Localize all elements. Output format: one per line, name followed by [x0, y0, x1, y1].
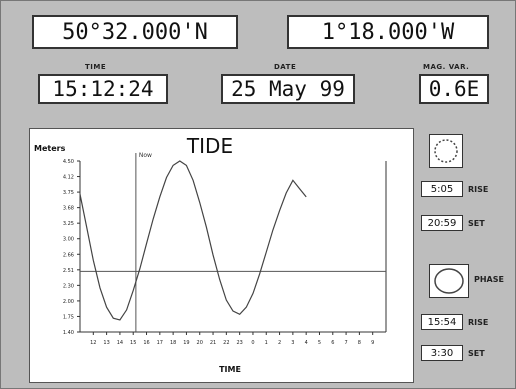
x-tick-label: 1: [265, 340, 268, 346]
moonset-time: 3:30: [421, 345, 463, 361]
magvar-display: 0.6E: [419, 74, 489, 104]
chart-title: TIDE: [186, 134, 233, 158]
now-marker-label: Now: [139, 152, 152, 159]
magvar-label: MAG. VAR.: [423, 63, 470, 71]
x-tick-label: 12: [90, 340, 96, 346]
x-tick-label: 3: [291, 340, 294, 346]
longitude-value: 1°18.000'W: [321, 19, 455, 45]
y-tick-label: 1.75: [63, 314, 74, 320]
sunset-label: SET: [468, 219, 485, 228]
sunrise-label: RISE: [468, 185, 489, 194]
y-axis-label: Meters: [34, 144, 66, 153]
y-tick-label: 2.51: [63, 268, 74, 274]
x-tick-label: 6: [331, 340, 334, 346]
x-tick-label: 2: [278, 340, 281, 346]
full-moon-icon: [434, 268, 464, 294]
tide-chart: TIDE Meters TIME 4.50 4.12 3.75 3.68 3.25 3.0…: [29, 128, 414, 383]
x-tick-label: 19: [183, 340, 189, 346]
x-tick-label: 7: [344, 340, 347, 346]
y-tick-label: 1.40: [63, 330, 74, 336]
tide-chart-svg: TIDE Meters TIME 4.50 4.12 3.75 3.68 3.25 3.0…: [34, 134, 387, 374]
date-value: 25 May 99: [231, 77, 345, 101]
x-tick-label: 22: [223, 340, 229, 346]
y-tick-label: 3.75: [63, 190, 74, 196]
time-display: 15:12:24: [38, 74, 168, 104]
date-display: 25 May 99: [221, 74, 355, 104]
x-tick-label: 15: [130, 340, 136, 346]
x-tick-label: 17: [157, 340, 163, 346]
sunset-time: 20:59: [421, 215, 463, 231]
sunrise-time: 5:05: [421, 181, 463, 197]
x-tick-label: 18: [170, 340, 176, 346]
x-tick-label: 8: [358, 340, 361, 346]
latitude-display: 50°32.000'N: [32, 15, 238, 49]
time-value: 15:12:24: [52, 77, 154, 101]
y-tick-label: 3.00: [63, 237, 74, 243]
tide-series-line: [79, 160, 307, 321]
latitude-value: 50°32.000'N: [62, 19, 208, 45]
moon-phase-label: PHASE: [474, 275, 504, 284]
time-label: TIME: [85, 63, 107, 71]
y-tick-label: 2.66: [63, 252, 74, 258]
y-tick-label: 3.68: [63, 206, 74, 212]
sun-icon-box: [429, 134, 463, 168]
y-tick-label: 3.25: [63, 221, 74, 227]
sun-icon: [434, 139, 458, 163]
date-label: DATE: [274, 63, 297, 71]
moonrise-time: 15:54: [421, 314, 463, 330]
x-tick-label: 14: [117, 340, 123, 346]
x-tick-label: 21: [210, 340, 216, 346]
y-tick-label: 2.30: [63, 283, 74, 289]
x-tick-label: 4: [305, 340, 308, 346]
y-tick-label: 2.00: [63, 299, 74, 305]
longitude-display: 1°18.000'W: [287, 15, 489, 49]
x-tick-label: 0: [251, 340, 254, 346]
x-tick-label: 16: [143, 340, 149, 346]
magvar-value: 0.6E: [428, 77, 480, 101]
x-tick-label: 13: [103, 340, 109, 346]
x-tick-label: 23: [236, 340, 242, 346]
x-tick-label: 20: [197, 340, 203, 346]
y-tick-label: 4.12: [63, 175, 74, 181]
y-tick-label: 4.50: [63, 159, 74, 165]
moonrise-label: RISE: [468, 318, 489, 327]
x-tick-label: 5: [318, 340, 321, 346]
x-tick-label: 9: [371, 340, 374, 346]
moonset-label: SET: [468, 349, 485, 358]
x-axis-label: TIME: [219, 365, 241, 374]
moon-icon-box: [429, 264, 469, 298]
